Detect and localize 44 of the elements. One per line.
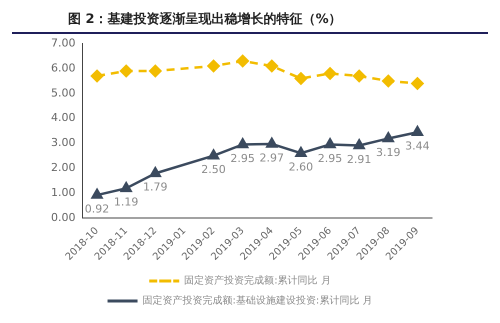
data-label: 1.19 [114, 196, 138, 209]
point [236, 54, 249, 68]
point [295, 146, 307, 157]
point [412, 126, 424, 136]
legend-label: 固定资产投资完成额:基础设施建设投资:累计同比 月 [142, 294, 372, 307]
data-label: 2.97 [260, 151, 284, 164]
y-tick-label: 7.00 [50, 36, 76, 50]
data-label: 1.79 [143, 180, 168, 194]
data-label: 3.44 [405, 140, 430, 153]
point [120, 182, 132, 192]
y-tick-label: 5.00 [50, 86, 76, 100]
point [352, 70, 366, 82]
y-tick-label: 0.00 [50, 210, 76, 224]
legend-label: 固定资产投资完成额:累计同比 月 [184, 274, 331, 287]
point [354, 139, 365, 150]
point [266, 138, 278, 148]
point [208, 149, 220, 160]
point [382, 74, 395, 88]
point [324, 138, 336, 148]
point [120, 64, 132, 78]
data-label: 2.91 [346, 152, 372, 166]
y-tick-label: 1.00 [50, 186, 76, 199]
data-label: 3.19 [376, 146, 401, 159]
data-label: 2.95 [318, 152, 342, 165]
point [150, 167, 161, 178]
y-tick-label: 3.00 [50, 136, 76, 150]
y-tick-label: 4.00 [50, 111, 76, 124]
data-label: 0.92 [84, 202, 110, 216]
point [91, 188, 103, 199]
point [237, 138, 248, 148]
point [90, 70, 104, 82]
y-tick-label: 6.00 [50, 61, 76, 74]
chart-title: 图 2：基建投资逐渐呈现出稳增长的特征（%） [12, 8, 488, 34]
point [207, 60, 220, 72]
y-tick-label: 2.00 [50, 161, 76, 174]
point [266, 60, 278, 72]
point [294, 72, 308, 85]
point [149, 64, 162, 78]
point [382, 132, 394, 142]
data-label: 2.60 [288, 160, 314, 174]
point [324, 67, 336, 80]
data-label: 2.95 [230, 152, 255, 165]
data-label: 2.50 [201, 163, 226, 176]
point [411, 77, 424, 90]
